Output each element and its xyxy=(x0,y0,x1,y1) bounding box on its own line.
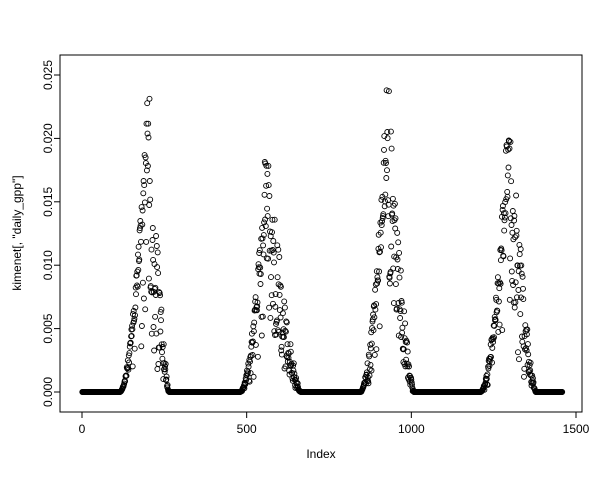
y-axis-title: kimenet[, "daily_gpp"] xyxy=(10,175,24,290)
tick-label: 1500 xyxy=(563,422,590,436)
tick-label: 0.005 xyxy=(41,313,55,343)
axes: 0 500 1000 1500 0.000 0.005 0.010 0.015 0.020 0.0… xyxy=(41,60,590,436)
tick-label: 0.015 xyxy=(41,186,55,216)
plot-border xyxy=(59,54,583,413)
tick-label: 0.000 xyxy=(41,377,55,407)
tick-label: 0.020 xyxy=(41,123,55,153)
tick-label: 1000 xyxy=(398,422,425,436)
tick-label: 0 xyxy=(79,422,86,436)
x-axis-title: Index xyxy=(306,447,335,461)
tick-label: 0.010 xyxy=(41,250,55,280)
data-points xyxy=(79,87,566,395)
tick-label: 0.025 xyxy=(41,60,55,90)
tick-label: 500 xyxy=(237,422,257,436)
